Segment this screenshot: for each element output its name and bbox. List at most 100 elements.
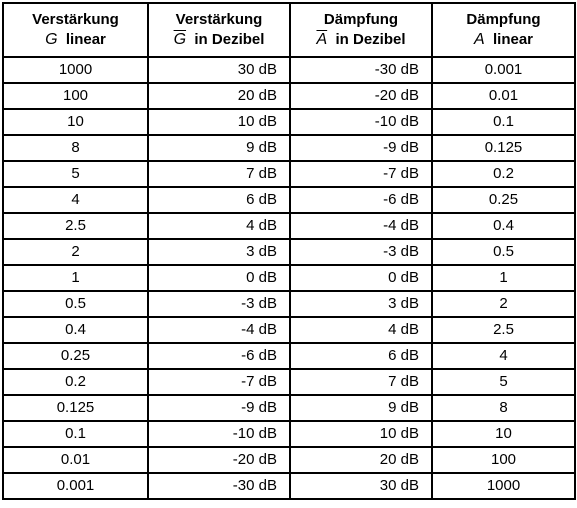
attenuation-linear-cell: 0.01 — [431, 82, 576, 110]
header-gain-db: Verstärkung G in Dezibel — [147, 2, 291, 58]
attenuation-db-cell: 9 dB — [289, 394, 433, 422]
attenuation-linear-cell: 0.4 — [431, 212, 576, 240]
attenuation-linear-cell: 5 — [431, 368, 576, 396]
gain-linear-cell: 0.2 — [2, 368, 149, 396]
header-symbol: G — [45, 31, 58, 48]
attenuation-db-cell: 3 dB — [289, 290, 433, 318]
attenuation-db-cell: -9 dB — [289, 134, 433, 162]
gain-linear-cell: 2 — [2, 238, 149, 266]
gain-linear-cell: 1 — [2, 264, 149, 292]
gain-db-cell: 0 dB — [147, 264, 291, 292]
gain-db-cell: -4 dB — [147, 316, 291, 344]
gain-linear-cell: 1000 — [2, 56, 149, 84]
attenuation-db-cell: -6 dB — [289, 186, 433, 214]
table-row: 0.1 -10 dB 10 dB 10 — [2, 420, 576, 448]
gain-linear-cell: 0.25 — [2, 342, 149, 370]
header-symbol: A — [316, 31, 328, 48]
attenuation-db-cell: 0 dB — [289, 264, 433, 292]
header-title: Verstärkung — [32, 11, 119, 28]
gain-db-cell: 20 dB — [147, 82, 291, 110]
gain-linear-cell: 0.5 — [2, 290, 149, 318]
gain-linear-cell: 100 — [2, 82, 149, 110]
gain-db-cell: 4 dB — [147, 212, 291, 240]
table-row: 2.5 4 dB -4 dB 0.4 — [2, 212, 576, 240]
header-subtitle: G linear — [4, 30, 147, 50]
header-subtitle: A in Dezibel — [291, 30, 431, 50]
attenuation-linear-cell: 4 — [431, 342, 576, 370]
table-row: 10 10 dB -10 dB 0.1 — [2, 108, 576, 136]
header-title: Verstärkung — [175, 11, 263, 28]
table-row: 0.125 -9 dB 9 dB 8 — [2, 394, 576, 422]
table-row: 0.01 -20 dB 20 dB 100 — [2, 446, 576, 474]
table-row: 0.4 -4 dB 4 dB 2.5 — [2, 316, 576, 344]
table-row: 0.5 -3 dB 3 dB 2 — [2, 290, 576, 318]
attenuation-db-cell: -3 dB — [289, 238, 433, 266]
table-row: 100 20 dB -20 dB 0.01 — [2, 82, 576, 110]
gain-linear-cell: 0.001 — [2, 472, 149, 500]
attenuation-linear-cell: 8 — [431, 394, 576, 422]
conversion-table: Verstärkung G linear Verstärkung G in De… — [2, 2, 576, 500]
gain-linear-cell: 0.01 — [2, 446, 149, 474]
gain-linear-cell: 0.4 — [2, 316, 149, 344]
attenuation-db-cell: -20 dB — [289, 82, 433, 110]
gain-db-cell: 6 dB — [147, 186, 291, 214]
header-unit: in Dezibel — [194, 31, 265, 48]
header-symbol: A — [473, 31, 485, 48]
gain-db-cell: 3 dB — [147, 238, 291, 266]
attenuation-linear-cell: 0.1 — [431, 108, 576, 136]
gain-db-cell: -7 dB — [147, 368, 291, 396]
attenuation-linear-cell: 1000 — [431, 472, 576, 500]
gain-linear-cell: 8 — [2, 134, 149, 162]
attenuation-db-cell: -10 dB — [289, 108, 433, 136]
attenuation-db-cell: -7 dB — [289, 160, 433, 188]
attenuation-linear-cell: 0.25 — [431, 186, 576, 214]
gain-db-cell: -10 dB — [147, 420, 291, 448]
attenuation-linear-cell: 0.125 — [431, 134, 576, 162]
attenuation-db-cell: -30 dB — [289, 56, 433, 84]
gain-db-cell: 30 dB — [147, 56, 291, 84]
header-gain-linear: Verstärkung G linear — [2, 2, 149, 58]
attenuation-linear-cell: 10 — [431, 420, 576, 448]
gain-db-cell: -30 dB — [147, 472, 291, 500]
attenuation-linear-cell: 0.5 — [431, 238, 576, 266]
header-attenuation-db: Dämpfung A in Dezibel — [289, 2, 433, 58]
gain-linear-cell: 0.125 — [2, 394, 149, 422]
attenuation-db-cell: 20 dB — [289, 446, 433, 474]
attenuation-db-cell: 30 dB — [289, 472, 433, 500]
gain-db-cell: -3 dB — [147, 290, 291, 318]
gain-db-cell: -6 dB — [147, 342, 291, 370]
attenuation-db-cell: 6 dB — [289, 342, 433, 370]
table-row: 0.001 -30 dB 30 dB 1000 — [2, 472, 576, 500]
attenuation-db-cell: -4 dB — [289, 212, 433, 240]
gain-db-cell: 7 dB — [147, 160, 291, 188]
header-subtitle: A linear — [433, 30, 574, 50]
table-body: 1000 30 dB -30 dB 0.001 100 20 dB -20 dB 0.01 10… — [2, 56, 576, 500]
table-row: 0.25 -6 dB 6 dB 4 — [2, 342, 576, 370]
gain-linear-cell: 4 — [2, 186, 149, 214]
table-header: Verstärkung G linear Verstärkung G in De… — [2, 2, 576, 58]
gain-db-cell: -9 dB — [147, 394, 291, 422]
header-unit: linear — [492, 31, 534, 48]
header-title: Dämpfung — [466, 11, 541, 28]
gain-db-cell: -20 dB — [147, 446, 291, 474]
gain-db-cell: 10 dB — [147, 108, 291, 136]
attenuation-linear-cell: 1 — [431, 264, 576, 292]
attenuation-linear-cell: 0.2 — [431, 160, 576, 188]
header-subtitle: G in Dezibel — [149, 30, 289, 50]
gain-db-cell: 9 dB — [147, 134, 291, 162]
header-symbol: G — [173, 31, 187, 48]
table-row: 0.2 -7 dB 7 dB 5 — [2, 368, 576, 396]
gain-linear-cell: 0.1 — [2, 420, 149, 448]
header-unit: in Dezibel — [335, 31, 406, 48]
header-row: Verstärkung G linear Verstärkung G in De… — [2, 2, 576, 58]
gain-linear-cell: 2.5 — [2, 212, 149, 240]
gain-linear-cell: 10 — [2, 108, 149, 136]
header-unit: linear — [65, 31, 106, 48]
gain-linear-cell: 5 — [2, 160, 149, 188]
header-title: Dämpfung — [323, 11, 399, 28]
